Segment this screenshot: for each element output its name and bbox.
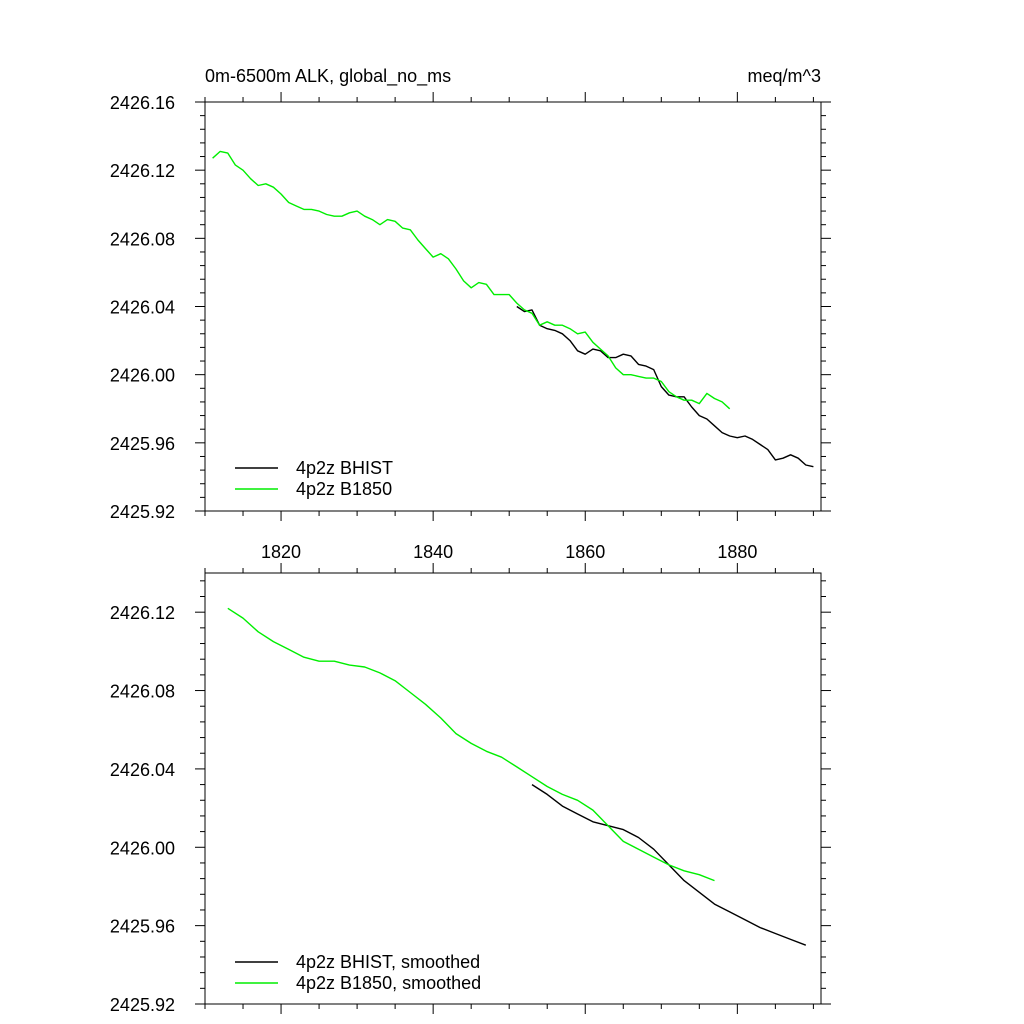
series-line-b1850	[212, 150, 731, 410]
x-tick-label: 1880	[717, 542, 757, 562]
y-tick-label: 2426.00	[110, 838, 175, 858]
y-tick-label: 2426.00	[110, 366, 175, 386]
x-tick-label: 1820	[261, 542, 301, 562]
y-tick-label: 2426.12	[110, 603, 175, 623]
plot-frame	[204, 101, 822, 512]
series-line-bhist	[516, 305, 814, 468]
legend-label: 4p2z BHIST	[296, 458, 393, 478]
y-tick-label: 2425.96	[110, 434, 175, 454]
y-tick-label: 2425.92	[110, 502, 175, 522]
x-tick-label: 1860	[565, 542, 605, 562]
y-tick-label: 2426.08	[110, 229, 175, 249]
y-tick-label: 2426.04	[110, 760, 175, 780]
legend-label: 4p2z B1850	[296, 479, 392, 499]
top-panel: 0m-6500m ALK, global_no_ms meq/m^3 1820 1…	[110, 66, 831, 562]
title-left: 0m-6500m ALK, global_no_ms	[205, 66, 451, 87]
y-tick-label: 2425.92	[110, 995, 175, 1015]
x-tick-label: 1840	[413, 542, 453, 562]
legend-label: 4p2z BHIST, smoothed	[296, 952, 480, 972]
bottom-panel: 2425.92 2425.96 2426.00 2426.04 2426.08 2426.…	[110, 563, 831, 1015]
legend-label: 4p2z B1850, smoothed	[296, 973, 481, 993]
y-tick-label: 2426.08	[110, 682, 175, 702]
title-right: meq/m^3	[748, 66, 821, 86]
y-tick-label: 2426.12	[110, 161, 175, 181]
plot-frame	[204, 572, 822, 1005]
y-tick-label: 2425.96	[110, 917, 175, 937]
series-line-b1850	[227, 607, 715, 882]
y-tick-label: 2426.16	[110, 93, 175, 113]
y-tick-label: 2426.04	[110, 298, 175, 318]
